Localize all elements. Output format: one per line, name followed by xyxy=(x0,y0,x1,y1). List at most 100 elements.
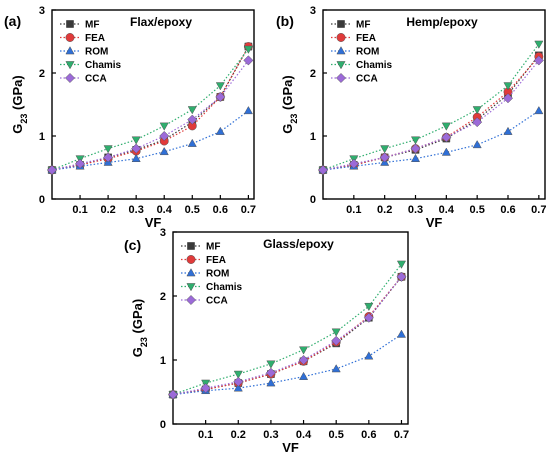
y-axis-label: G23 (GPa) xyxy=(130,299,149,357)
data-point-chamis xyxy=(364,302,374,312)
data-point-cca xyxy=(298,354,309,366)
x-tick-label: 0.3 xyxy=(263,429,278,441)
data-point-rom xyxy=(503,126,513,135)
legend-marker xyxy=(186,268,196,277)
data-point-cca xyxy=(396,271,407,282)
plot-frame xyxy=(172,231,409,425)
data-point-chamis xyxy=(159,122,169,131)
data-point-cca xyxy=(379,152,390,163)
legend-marker xyxy=(65,33,75,42)
y-tick-label: 1 xyxy=(160,355,166,367)
series-line-fea xyxy=(172,276,402,396)
y-tick-label: 2 xyxy=(39,68,45,80)
data-point-chamis xyxy=(187,106,197,115)
x-tick-label: 0.3 xyxy=(408,204,423,216)
x-tick-label: 0.1 xyxy=(72,204,87,216)
legend-entry: FEA xyxy=(85,33,105,44)
data-point-chamis xyxy=(396,260,407,269)
y-axis-label: G23 (GPa) xyxy=(10,75,29,133)
data-point-cca xyxy=(348,158,359,169)
panel-label: (a) xyxy=(4,13,21,29)
legend-marker xyxy=(64,72,76,84)
data-point-cca xyxy=(131,143,142,154)
legend-entry: Chamis xyxy=(356,60,393,71)
data-point-cca xyxy=(159,130,170,142)
data-point-rom xyxy=(215,126,225,135)
y-tick-label: 0 xyxy=(39,194,45,206)
x-axis-label: VF xyxy=(145,215,162,230)
y-tick-label: 2 xyxy=(160,291,166,303)
x-tick-label: 0.1 xyxy=(346,204,361,216)
data-point-cca xyxy=(410,143,421,154)
legend-marker xyxy=(65,61,75,70)
data-point-rom xyxy=(396,329,407,338)
data-point-chamis xyxy=(472,106,482,115)
data-point-cca xyxy=(363,312,374,323)
data-point-chamis xyxy=(380,145,390,154)
chart-title: Glass/epoxy xyxy=(263,237,334,251)
data-point-chamis xyxy=(441,122,451,131)
series-line-cca xyxy=(172,276,402,396)
data-point-cca xyxy=(187,114,198,125)
legend-entry: FEA xyxy=(206,255,226,266)
x-tick-label: 0.7 xyxy=(241,204,256,216)
data-point-rom xyxy=(298,371,309,380)
data-point-cca xyxy=(200,383,211,394)
data-point-cca xyxy=(243,55,254,66)
data-point-rom xyxy=(131,153,141,162)
data-point-chamis xyxy=(243,45,253,54)
panel-label: (c) xyxy=(124,237,141,253)
chart-title: Hemp/epoxy xyxy=(406,15,478,29)
series-line-chamis xyxy=(172,263,402,396)
data-point-rom xyxy=(410,153,421,162)
legend-marker xyxy=(336,33,346,42)
data-point-rom xyxy=(266,378,276,387)
x-tick-label: 0.2 xyxy=(100,204,115,216)
legend-entry: CCA xyxy=(356,74,378,85)
x-tick-label: 0.4 xyxy=(439,204,455,216)
plot-frame xyxy=(51,9,255,200)
data-point-rom xyxy=(187,138,197,147)
data-point-cca xyxy=(265,367,276,378)
data-point-chamis xyxy=(331,328,341,337)
legend-marker xyxy=(187,242,195,250)
series-line-cca xyxy=(51,60,249,171)
panel-2: 0.1 0.2 0.3 0.4 0.5 0.6 0.7 0 1 2 3 VF G23 (GPa) (c) G… xyxy=(124,227,409,452)
x-axis-label: VF xyxy=(282,440,299,452)
x-tick-label: 0.6 xyxy=(213,204,228,216)
legend-entry: CCA xyxy=(206,296,228,307)
data-point-chamis xyxy=(503,82,513,91)
legend-marker xyxy=(337,20,345,28)
y-tick-label: 0 xyxy=(160,419,166,431)
data-point-rom xyxy=(243,105,253,115)
chart-title: Flax/epoxy xyxy=(130,15,192,29)
data-point-cca xyxy=(46,164,58,176)
panel-0: 0.1 0.2 0.3 0.4 0.5 0.6 0.7 0 1 2 3 VF G23 (GPa) (a) F… xyxy=(4,5,256,230)
legend-entry: Chamis xyxy=(206,282,243,293)
y-tick-label: 3 xyxy=(160,227,166,239)
x-tick-label: 0.7 xyxy=(531,204,546,216)
y-tick-label: 3 xyxy=(310,5,316,17)
legend-entry: Chamis xyxy=(85,60,122,71)
data-point-cca xyxy=(233,376,244,387)
legend-marker xyxy=(336,46,346,55)
legend-entry: CCA xyxy=(85,74,107,85)
data-point-cca xyxy=(215,91,226,102)
x-tick-label: 0.4 xyxy=(296,429,312,441)
x-tick-label: 0.6 xyxy=(361,429,376,441)
legend-entry: MF xyxy=(206,242,220,253)
series-line-fea xyxy=(51,46,249,171)
legend-entry: MF xyxy=(85,20,99,31)
legend-marker xyxy=(185,294,197,306)
data-point-cca xyxy=(502,93,514,104)
data-point-cca xyxy=(317,164,329,176)
data-point-rom xyxy=(441,147,451,156)
data-point-rom xyxy=(534,105,544,115)
x-tick-label: 0.5 xyxy=(329,429,344,441)
x-tick-label: 0.5 xyxy=(470,204,485,216)
legend-marker xyxy=(65,46,75,55)
legend-marker xyxy=(186,283,196,292)
x-axis-label: VF xyxy=(426,215,443,230)
x-tick-label: 0.3 xyxy=(129,204,144,216)
